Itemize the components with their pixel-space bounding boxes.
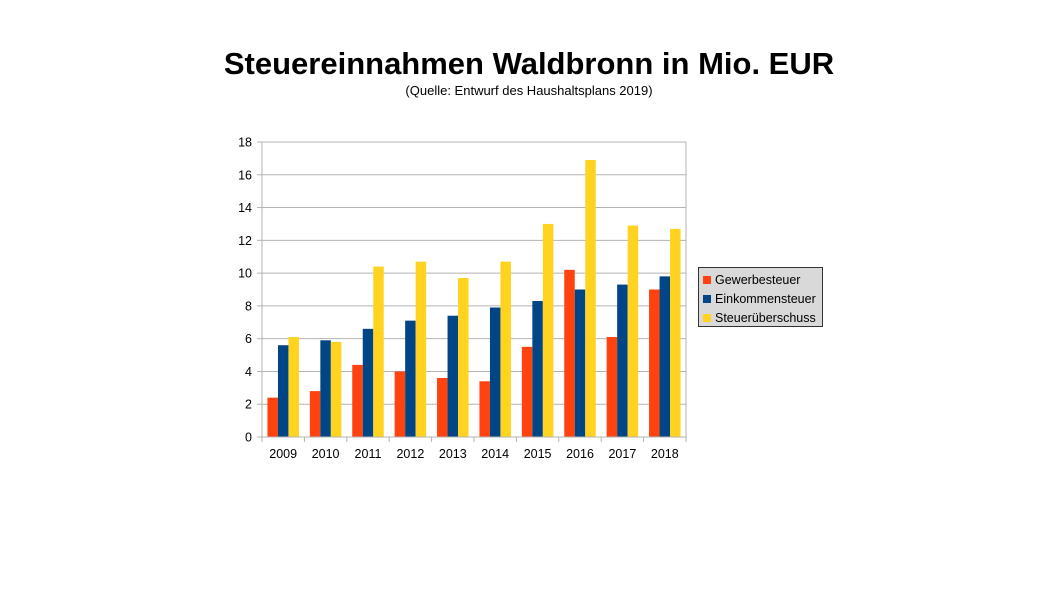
x-tick-label: 2016 [566, 447, 594, 461]
x-tick-label: 2013 [439, 447, 467, 461]
bar-steuer-berschuss-2014 [500, 261, 511, 437]
legend-item: Einkommensteuer [703, 289, 822, 308]
x-tick-label: 2018 [651, 447, 679, 461]
legend-item: Steuerüberschuss [703, 308, 822, 327]
y-tick-label: 2 [245, 398, 252, 412]
bar-einkommensteuer-2011 [362, 328, 374, 437]
x-tick-label: 2017 [608, 447, 636, 461]
y-tick-label: 12 [238, 234, 252, 248]
y-tick-label: 10 [238, 267, 252, 281]
bar-gewerbesteuer-2016 [564, 269, 575, 437]
x-tick-labels: 2009 2010 2011 2012 2013 2014 2015 2016 2017 2018 [269, 447, 678, 461]
y-tick-label: 8 [245, 299, 252, 313]
chart-title: Steuereinnahmen Waldbronn in Mio. EUR [223, 46, 835, 81]
bar-einkommensteuer-2012 [405, 320, 416, 437]
legend: Gewerbesteuer Einkommensteuer Steuerübersc… [698, 267, 823, 327]
y-tick-label: 16 [238, 168, 252, 182]
y-tick-label: 18 [238, 136, 252, 150]
bar-steuer-berschuss-2018 [670, 228, 681, 437]
bar-gewerbesteuer-2013 [437, 378, 448, 437]
legend-item: Gewerbesteuer [703, 270, 822, 289]
x-tick-label: 2015 [524, 447, 552, 461]
x-tick-label: 2010 [312, 447, 340, 461]
bar-gewerbesteuer-2015 [521, 346, 533, 437]
bar-einkommensteuer-2015 [532, 300, 543, 437]
bar-einkommensteuer-2009 [277, 345, 289, 437]
y-tick-label: 14 [238, 201, 252, 215]
bar-steuer-berschuss-2009 [288, 337, 299, 437]
y-tick-label: 6 [245, 332, 252, 346]
legend-label: Gewerbesteuer [715, 272, 801, 287]
bar-gewerbesteuer-2012 [394, 371, 406, 437]
x-tick-label: 2012 [396, 447, 424, 461]
bar-gewerbesteuer-2009 [267, 397, 278, 437]
bar-steuer-berschuss-2016 [585, 160, 596, 437]
bar-gewerbesteuer-2017 [606, 337, 618, 437]
bar-einkommensteuer-2017 [617, 284, 628, 437]
bar-steuer-berschuss-2015 [542, 223, 554, 437]
chart-subtitle: (Quelle: Entwurf des Haushaltsplans 2019… [405, 83, 653, 98]
bar-gewerbesteuer-2011 [352, 364, 363, 437]
y-tick-labels: 0 2 4 6 8 10 12 14 16 18 [238, 136, 252, 445]
axes [257, 141, 687, 442]
y-tick-label: 4 [245, 365, 252, 379]
legend-swatch [703, 294, 711, 303]
bar-gewerbesteuer-2018 [649, 289, 660, 437]
bar-einkommensteuer-2010 [320, 340, 331, 437]
bar-steuer-berschuss-2013 [458, 278, 469, 437]
x-tick-label: 2014 [481, 447, 509, 461]
x-tick-label: 2009 [269, 447, 297, 461]
bar-gewerbesteuer-2014 [479, 381, 490, 437]
bar-einkommensteuer-2014 [489, 307, 501, 437]
bars [267, 160, 681, 437]
legend-swatch [703, 275, 711, 284]
bar-steuer-berschuss-2017 [627, 225, 639, 437]
y-tick-label: 0 [245, 431, 252, 445]
bar-einkommensteuer-2013 [447, 315, 459, 437]
legend-label: Einkommensteuer [715, 291, 816, 306]
bar-gewerbesteuer-2010 [309, 391, 321, 437]
legend-swatch [703, 313, 711, 322]
bar-steuer-berschuss-2012 [415, 261, 427, 437]
x-tick-label: 2011 [355, 447, 382, 461]
bar-einkommensteuer-2016 [574, 289, 586, 437]
legend-label: Steuerüberschuss [715, 310, 816, 325]
bar-steuer-berschuss-2011 [373, 266, 384, 437]
bar-steuer-berschuss-2010 [330, 341, 342, 437]
bar-einkommensteuer-2018 [659, 276, 671, 437]
